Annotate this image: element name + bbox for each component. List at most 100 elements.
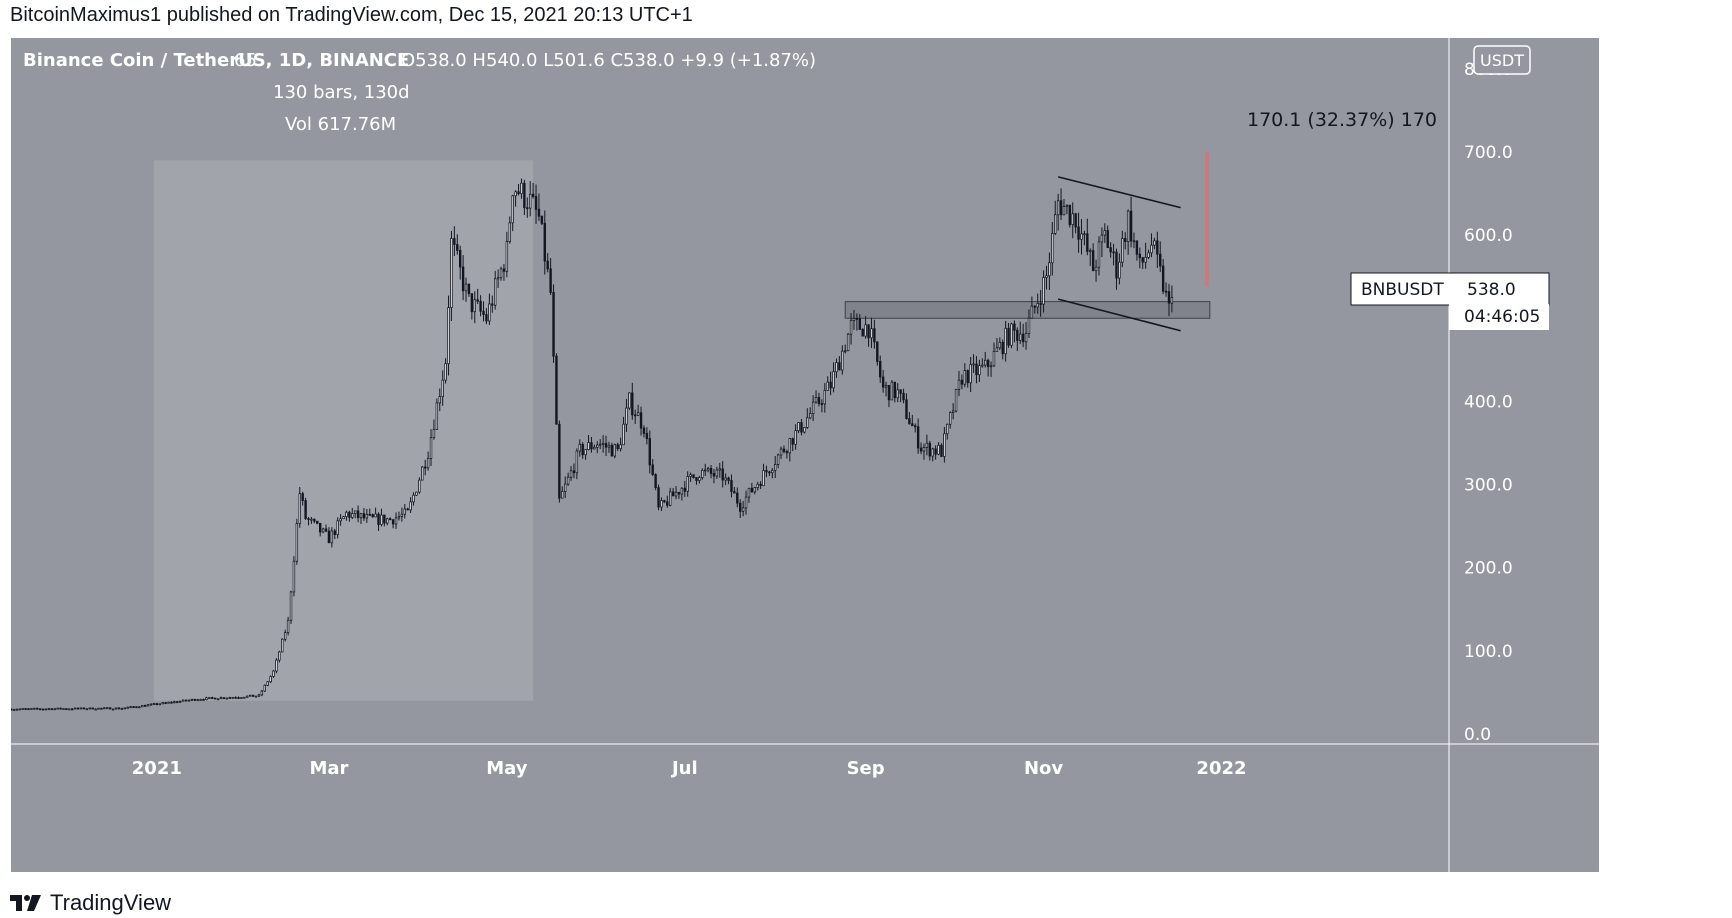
publisher-line: BitcoinMaximus1 published on TradingView… bbox=[10, 4, 693, 26]
candle-body bbox=[1051, 233, 1054, 264]
candle bbox=[248, 694, 252, 697]
candle-body bbox=[1021, 333, 1025, 343]
y-tick-label: 100.0 bbox=[1464, 642, 1513, 662]
candle bbox=[482, 301, 485, 322]
candle bbox=[327, 527, 331, 544]
candle-body bbox=[578, 443, 581, 452]
candle bbox=[776, 453, 780, 469]
candle bbox=[190, 698, 194, 701]
candle bbox=[928, 440, 932, 461]
candle-body bbox=[79, 707, 83, 710]
candle bbox=[368, 508, 371, 516]
candle-body bbox=[292, 560, 296, 593]
candle bbox=[1121, 230, 1124, 268]
candle bbox=[858, 314, 862, 330]
candle-body bbox=[727, 477, 730, 481]
candle-body bbox=[511, 195, 514, 224]
currency-label[interactable]: USDT bbox=[1480, 51, 1524, 70]
candle bbox=[575, 448, 579, 480]
candle-body bbox=[327, 530, 331, 544]
candle-body bbox=[1150, 244, 1153, 254]
candle-body bbox=[730, 480, 733, 492]
candle-body bbox=[251, 694, 255, 697]
price-chart[interactable]: 0.0100.0200.0300.0400.0500.0600.0700.080… bbox=[9, 38, 1599, 872]
candle-body bbox=[558, 423, 561, 499]
candle bbox=[587, 435, 590, 451]
candle-body bbox=[184, 699, 188, 702]
candle-body bbox=[138, 706, 141, 709]
candle-body bbox=[774, 464, 777, 471]
candle-body bbox=[523, 182, 526, 209]
ohlc-readout: O538.0 H540.0 L501.6 C538.0 +9.9 (+1.87%… bbox=[401, 50, 816, 71]
candle bbox=[377, 512, 380, 531]
candle bbox=[645, 427, 649, 445]
candle-body bbox=[852, 318, 856, 321]
candle-body bbox=[712, 473, 716, 477]
candle bbox=[1141, 256, 1144, 270]
candle bbox=[199, 698, 202, 701]
candle-body bbox=[601, 442, 605, 445]
candle-body bbox=[1024, 333, 1028, 343]
candle bbox=[1080, 219, 1083, 255]
currency-button[interactable]: USDT bbox=[1473, 45, 1531, 75]
candle bbox=[625, 398, 628, 432]
candle bbox=[844, 344, 847, 354]
candle bbox=[873, 319, 876, 349]
candle bbox=[861, 328, 864, 337]
candle bbox=[444, 358, 447, 384]
candle bbox=[934, 445, 937, 460]
candle-body bbox=[359, 513, 363, 519]
candle-body bbox=[56, 707, 59, 710]
candle-body bbox=[642, 427, 646, 434]
candle bbox=[721, 461, 724, 488]
candle bbox=[1135, 240, 1139, 261]
candle bbox=[832, 362, 835, 393]
candle bbox=[954, 388, 958, 413]
candle bbox=[313, 518, 316, 524]
candle bbox=[899, 389, 902, 403]
measure-annotation: 170.1 (32.37%) 170 bbox=[1247, 109, 1437, 131]
candle bbox=[852, 309, 856, 330]
x-tick-label: Sep bbox=[847, 758, 885, 779]
candle-body bbox=[905, 399, 908, 420]
candle bbox=[648, 430, 651, 474]
y-tick-label: 0.0 bbox=[1464, 725, 1491, 745]
candle-body bbox=[36, 707, 39, 710]
candle bbox=[187, 699, 191, 702]
candle-body bbox=[409, 501, 412, 511]
candle-body bbox=[963, 370, 967, 385]
x-tick-label: May bbox=[486, 758, 528, 779]
candle-body bbox=[205, 697, 208, 700]
candle bbox=[622, 416, 625, 446]
candle-body bbox=[272, 670, 275, 677]
candle bbox=[537, 193, 541, 221]
y-tick-label: 700.0 bbox=[1464, 143, 1513, 163]
candle bbox=[718, 462, 721, 478]
candle bbox=[916, 418, 920, 454]
candle bbox=[1074, 212, 1077, 234]
candle-body bbox=[660, 500, 663, 508]
candle bbox=[1118, 253, 1121, 285]
candle-body bbox=[496, 277, 500, 280]
candle bbox=[111, 708, 115, 711]
candle bbox=[342, 515, 345, 520]
candle-body bbox=[47, 708, 51, 711]
candle bbox=[1115, 248, 1118, 290]
candle bbox=[1094, 259, 1098, 282]
candle bbox=[1059, 188, 1063, 221]
candle-body bbox=[829, 381, 832, 389]
candle-body bbox=[505, 241, 509, 272]
candle-body bbox=[631, 392, 634, 416]
tradingview-brand[interactable]: TradingView bbox=[10, 890, 171, 916]
candle-body bbox=[689, 474, 692, 477]
candle bbox=[867, 324, 870, 347]
candle bbox=[794, 424, 797, 450]
candle-body bbox=[949, 412, 952, 425]
candle-body bbox=[884, 384, 888, 388]
candle-body bbox=[1135, 240, 1139, 255]
candle-body bbox=[85, 708, 89, 711]
candle-body bbox=[695, 477, 698, 481]
candle-body bbox=[861, 329, 864, 337]
candle bbox=[555, 353, 558, 425]
chart-frame[interactable]: 0.0100.0200.0300.0400.0500.0600.0700.080… bbox=[9, 38, 1599, 872]
